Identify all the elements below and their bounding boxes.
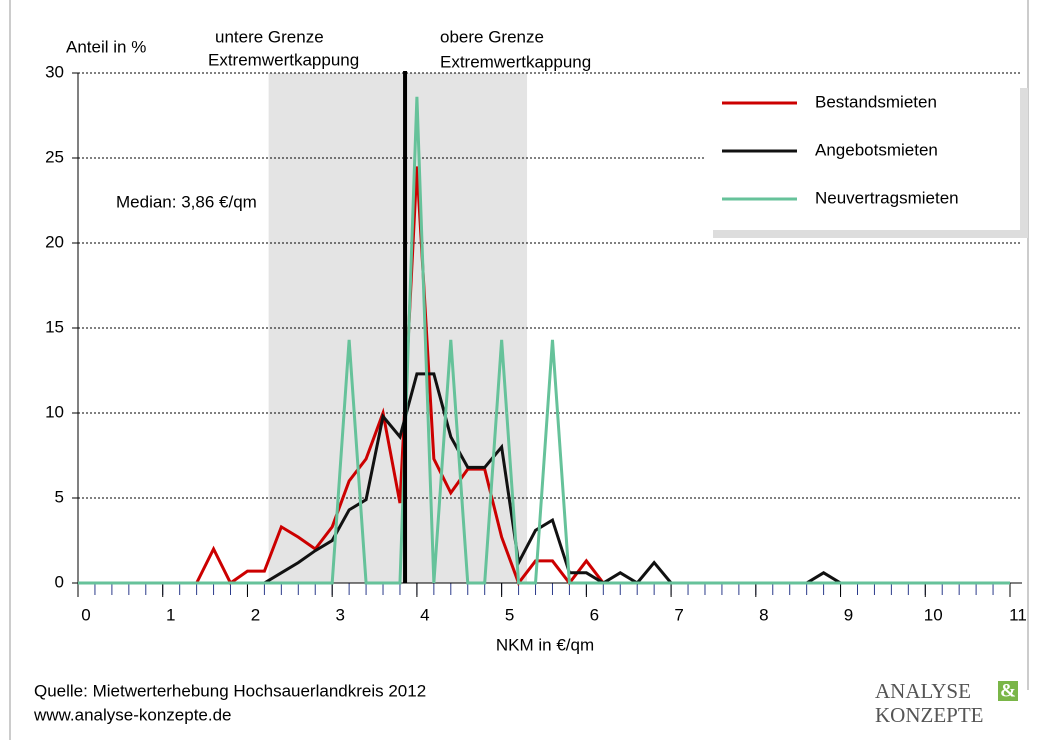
x-tick-label: 8 — [759, 605, 768, 624]
x-tick-label: 2 — [251, 605, 260, 624]
x-tick-label: 6 — [590, 605, 599, 624]
median-label: Median: 3,86 €/qm — [116, 192, 257, 211]
legend-label: Bestandsmieten — [815, 92, 937, 111]
legend-label: Angebotsmieten — [815, 140, 938, 159]
logo: KONZEPTE — [875, 703, 984, 727]
y-tick-label: 20 — [45, 232, 64, 251]
source: Quelle: Mietwerterhebung Hochsauerlandkr… — [34, 681, 426, 700]
y-tick-label: 15 — [45, 317, 64, 336]
logo: ANALYSE — [875, 679, 971, 703]
x-tick-label: 5 — [505, 605, 514, 624]
legend-label: Neuvertragsmieten — [815, 188, 959, 207]
series-line — [78, 96, 1010, 585]
logo-box — [998, 681, 1018, 701]
x-tick-label: 10 — [924, 605, 943, 624]
logo: & — [1000, 680, 1016, 701]
x-tick-label: 4 — [420, 605, 429, 624]
y-tick-label: 10 — [45, 402, 64, 421]
band-upper-label: Extremwertkappung — [440, 52, 591, 71]
band-lower-label: Extremwertkappung — [208, 50, 359, 69]
x-axis-label: NKM in €/qm — [496, 635, 594, 654]
y-axis-label: Anteil in % — [66, 37, 146, 56]
y-tick-label: 30 — [45, 62, 64, 81]
y-tick-label: 25 — [45, 147, 64, 166]
legend-box — [705, 80, 1020, 230]
x-tick-label: 9 — [844, 605, 853, 624]
x-tick-label: 0 — [81, 605, 90, 624]
y-tick-label: 0 — [55, 572, 64, 591]
x-tick-label: 11 — [1009, 605, 1027, 624]
y-tick-label: 5 — [55, 487, 64, 506]
x-tick-label: 7 — [674, 605, 683, 624]
x-tick-label: 3 — [335, 605, 344, 624]
source: www.analyse-konzepte.de — [33, 705, 232, 724]
band-lower-label: untere Grenze — [215, 27, 324, 46]
band-upper-label: obere Grenze — [440, 27, 544, 46]
x-tick-label: 1 — [166, 605, 175, 624]
